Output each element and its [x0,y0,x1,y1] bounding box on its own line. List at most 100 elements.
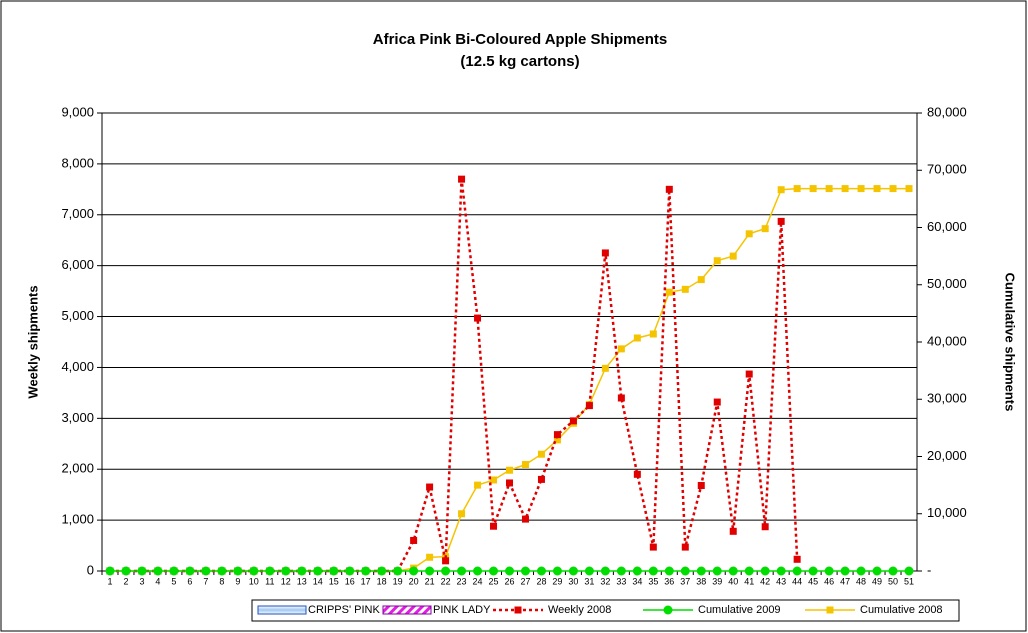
x-tick-label: 8 [219,576,224,586]
legend-label: CRIPPS' PINK [308,604,380,616]
chart-subtitle: (12.5 kg cartons) [460,53,579,70]
x-tick-label: 30 [568,576,578,586]
point [617,345,625,353]
point [361,566,371,576]
x-tick-label: 42 [760,576,770,586]
point [825,185,833,193]
point [249,566,259,576]
y2-tick-label: 30,000 [927,391,967,406]
x-tick-label: 44 [792,576,802,586]
point [169,566,179,576]
x-tick-label: 28 [536,576,546,586]
x-tick-label: 46 [824,576,834,586]
point [681,543,689,551]
point [632,566,642,576]
x-tick-label: 20 [409,576,419,586]
point [505,566,514,576]
x-tick-label: 34 [632,576,642,586]
point [458,175,466,183]
x-tick-label: 12 [281,576,291,586]
point [490,522,498,530]
point [841,185,849,193]
point [553,436,561,444]
x-tick-label: 29 [552,576,562,586]
point [537,475,545,483]
point [521,461,529,469]
point [457,566,467,576]
point [905,185,913,193]
point [585,402,593,410]
point [809,185,817,193]
legend-label: PINK LADY [433,604,491,616]
point [329,566,339,576]
x-tick-label: 19 [393,576,403,586]
point [760,566,770,576]
point [552,566,562,576]
x-tick-label: 35 [648,576,658,586]
point [729,252,737,260]
point [617,394,625,402]
x-tick-label: 23 [457,576,467,586]
x-tick-label: 16 [345,576,355,586]
point [793,185,801,193]
x-tick-label: 18 [377,576,387,586]
point [345,566,355,576]
x-tick-label: 13 [297,576,307,586]
point [601,249,609,257]
point [537,450,545,458]
point [377,566,387,576]
point [824,566,834,576]
point [553,431,561,439]
x-tick-label: 11 [265,576,274,586]
x-tick-label: 26 [504,576,514,586]
point [665,288,673,296]
chart-title: Africa Pink Bi-Coloured Apple Shipments [373,31,667,48]
point [792,566,802,576]
point [520,566,530,576]
x-tick-label: 43 [776,576,786,586]
point [233,566,243,576]
point [137,566,147,576]
x-tick-label: 21 [425,576,435,586]
point [776,566,786,576]
legend-marker [514,606,522,614]
point [728,566,738,576]
point [584,566,594,576]
point [888,566,898,576]
y-tick-label: 6,000 [61,257,94,272]
y-axis-label: Weekly shipments [25,285,40,398]
point [665,185,673,193]
x-tick-label: 32 [600,576,610,586]
point [793,555,801,563]
point [633,334,641,342]
legend-label: Cumulative 2008 [860,604,943,616]
y-tick-label: 1,000 [61,512,94,527]
point [201,566,211,576]
point [601,364,609,372]
point [185,566,195,576]
y2-tick-label: 10,000 [927,505,967,520]
x-tick-label: 33 [616,576,626,586]
x-tick-label: 4 [155,576,160,586]
point [426,553,434,561]
point [681,285,689,293]
y-tick-label: 2,000 [61,461,94,476]
point [873,185,881,193]
legend-swatch [382,605,432,615]
x-tick-label: 27 [520,576,530,586]
point [744,566,754,576]
x-tick-label: 48 [856,576,866,586]
x-tick-label: 50 [888,576,898,586]
point [600,566,610,576]
x-tick-label: 7 [203,576,208,586]
x-tick-label: 15 [329,576,339,586]
point [697,482,705,490]
x-tick-label: 36 [664,576,674,586]
y2-tick-label: 20,000 [927,448,967,463]
point [633,470,641,478]
y-tick-label: 0 [87,562,94,577]
legend-marker [663,605,673,615]
point [474,481,482,489]
point [713,257,721,265]
point [568,566,578,576]
